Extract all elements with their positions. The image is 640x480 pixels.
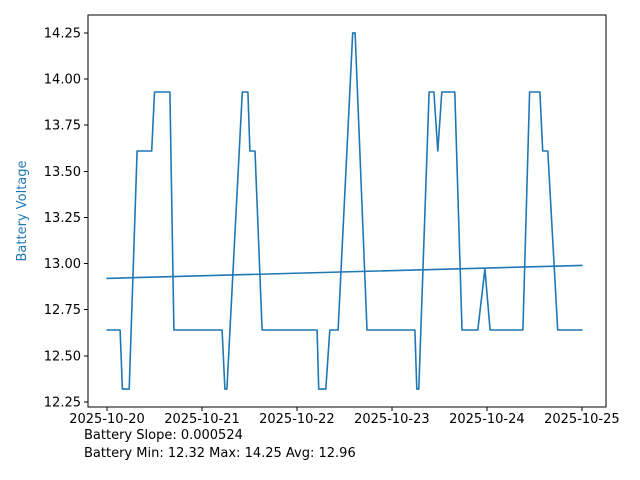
y-tick-label: 14.25 bbox=[44, 26, 81, 41]
x-axis: 2025-10-20 2025-10-21 2025-10-22 2025-10-23… bbox=[69, 407, 620, 427]
x-tick-label: 2025-10-23 bbox=[354, 412, 430, 427]
y-tick-label: 13.00 bbox=[44, 257, 81, 272]
trend-line bbox=[106, 264, 583, 280]
y-tick-label: 13.50 bbox=[44, 165, 81, 180]
y-tick-label: 12.75 bbox=[44, 303, 81, 318]
stats-minmaxavg-line: Battery Min: 12.32 Max: 14.25 Avg: 12.96 bbox=[84, 446, 356, 461]
y-tick-label: 12.25 bbox=[44, 396, 81, 411]
battery-voltage-line bbox=[106, 32, 583, 390]
stats-slope-line: Battery Slope: 0.000524 bbox=[84, 428, 243, 443]
x-tick-label: 2025-10-21 bbox=[164, 412, 240, 427]
x-tick-label: 2025-10-22 bbox=[259, 412, 335, 427]
y-tick-label: 12.50 bbox=[44, 349, 81, 364]
y-tick-label: 14.00 bbox=[44, 73, 81, 88]
stats-footer: Battery Slope: 0.000524 Battery Min: 12.… bbox=[84, 427, 356, 463]
plot-area bbox=[87, 14, 607, 408]
y-axis: 12.25 12.50 12.75 13.00 13.25 13.50 13.75 14.00… bbox=[44, 26, 88, 411]
x-tick-label: 2025-10-24 bbox=[449, 412, 525, 427]
y-tick-label: 13.75 bbox=[44, 119, 81, 134]
y-axis-label: Battery Voltage bbox=[15, 160, 30, 261]
x-tick-label: 2025-10-25 bbox=[544, 412, 620, 427]
y-tick-label: 13.25 bbox=[44, 211, 81, 226]
x-tick-label: 2025-10-20 bbox=[69, 412, 145, 427]
